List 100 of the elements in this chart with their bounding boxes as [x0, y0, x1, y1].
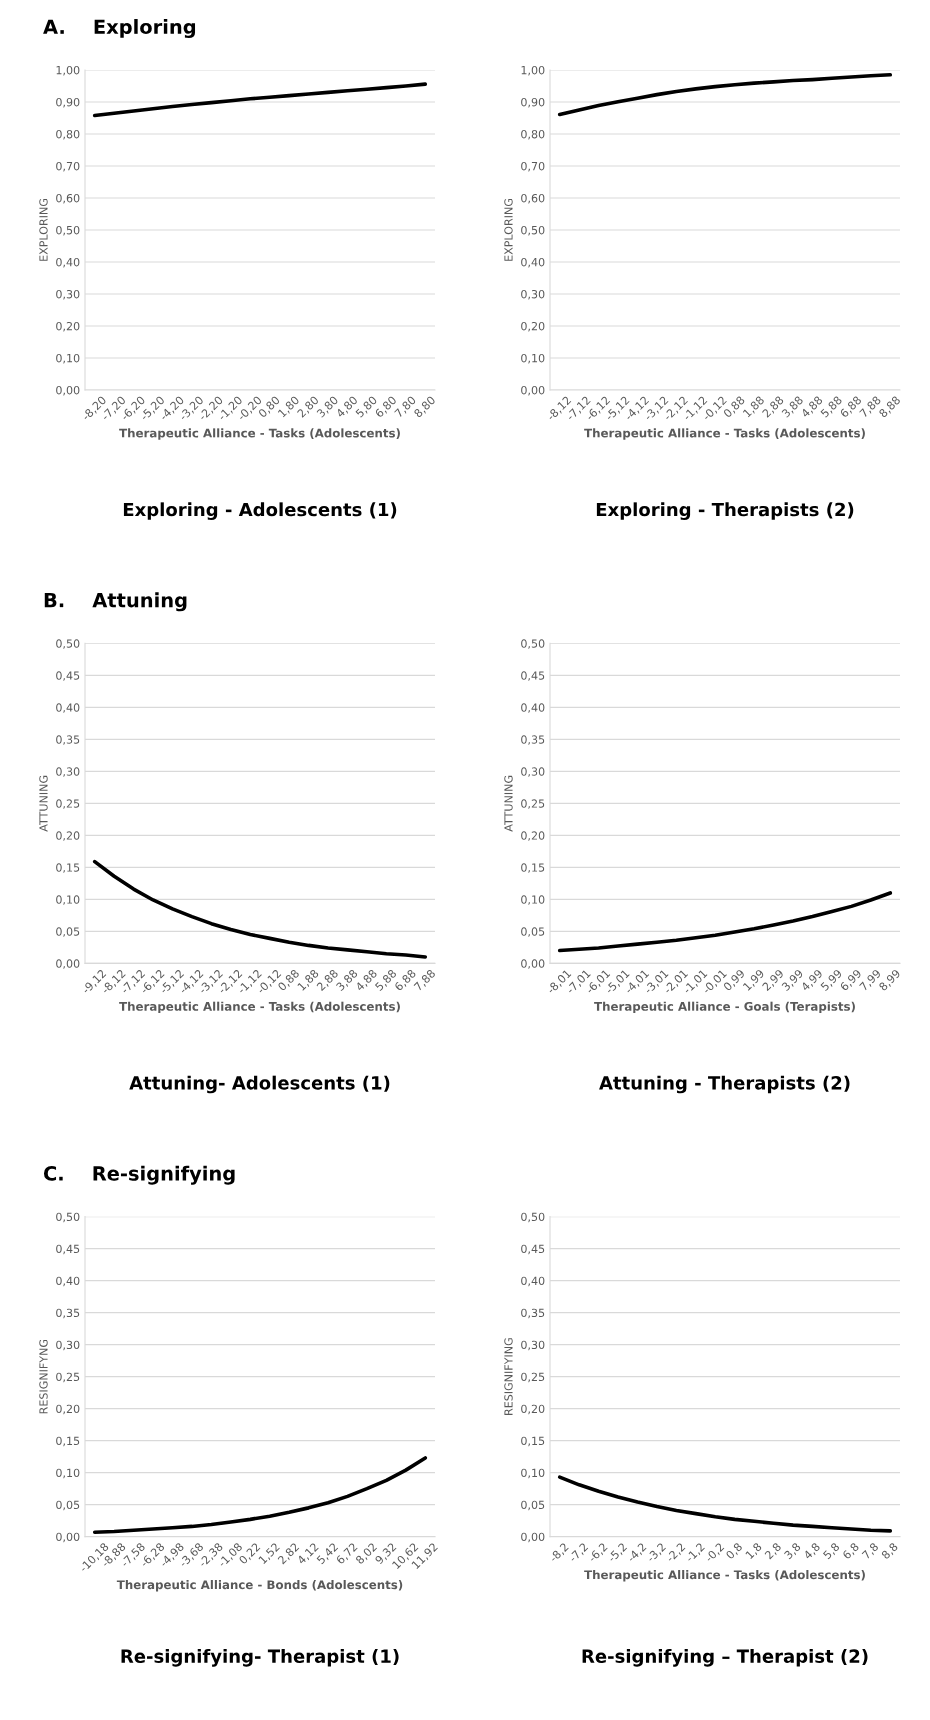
y-tick-label: 0,00	[56, 385, 80, 396]
y-tick-label: 0,80	[521, 129, 545, 140]
text: Re-signifying- Therapist (1)	[121, 1649, 399, 1667]
x-axis-title: Therapeutic Alliance - Goals (Terapists)	[594, 1001, 855, 1014]
x-tick-label: 6,8	[842, 1542, 861, 1561]
text: Attuning - Therapists (2)	[599, 1075, 850, 1094]
y-tick-label: 0,25	[56, 1372, 80, 1383]
line-series	[557, 1475, 893, 1533]
y-tick-label: 0,40	[56, 703, 80, 713]
y-tick-label: 0,25	[521, 799, 545, 809]
y-tick-label: 0,05	[56, 927, 80, 937]
y-tick-label: 0,20	[56, 831, 80, 841]
text: A. Exploring	[43, 19, 196, 38]
line-series	[92, 1456, 428, 1534]
x-tick-label: -8,2	[548, 1542, 570, 1564]
text: Exploring - Adolescents (1)	[123, 502, 397, 520]
y-tick-label: 0,10	[56, 353, 80, 364]
y-tick-label: 0,35	[521, 1308, 545, 1319]
y-tick-label: 0,20	[521, 321, 545, 332]
x-tick-label: 8,8	[880, 1542, 900, 1561]
line-series	[92, 859, 428, 959]
x-tick-label: -0,2	[704, 1542, 726, 1564]
y-tick-label: 0,05	[521, 1500, 545, 1511]
y-tick-label: 0,30	[521, 1340, 545, 1351]
y-tick-label: 0,45	[56, 671, 80, 681]
x-tick-label: 3,8	[783, 1542, 802, 1561]
y-tick-label: 0,00	[521, 1532, 545, 1543]
y-axis-title: RESIGNIFYNG	[39, 1339, 48, 1414]
x-axis-title: Therapeutic Alliance - Tasks (Adolescents)	[119, 1001, 400, 1014]
y-tick-label: 0,05	[56, 1500, 80, 1511]
x-axis-title: Therapeutic Alliance - Tasks (Adolescents)	[584, 428, 865, 440]
y-tick-label: 1,00	[56, 65, 80, 76]
y-tick-label: 0,45	[521, 1244, 545, 1255]
y-tick-label: 0,00	[56, 959, 80, 969]
y-tick-label: 0,10	[521, 895, 545, 905]
y-tick-label: 0,00	[521, 959, 545, 969]
y-tick-label: 0,30	[56, 767, 80, 777]
y-tick-label: 0,40	[56, 1276, 80, 1287]
y-axis-title: RESIGNIFYING	[504, 1338, 513, 1415]
y-tick-label: 0,30	[56, 1340, 80, 1351]
x-axis-title: Therapeutic Alliance - Tasks (Adolescents)	[119, 428, 400, 440]
y-tick-label: 0,45	[521, 671, 545, 681]
y-tick-label: 0,15	[521, 1436, 545, 1447]
y-tick-label: 0,30	[56, 289, 80, 300]
y-tick-label: 0,40	[521, 257, 545, 268]
x-tick-label: 0,8	[725, 1542, 744, 1561]
y-tick-label: 0,30	[521, 289, 545, 300]
y-tick-label: 0,60	[521, 193, 545, 204]
x-tick-label: -6,2	[587, 1542, 609, 1564]
y-tick-label: 0,00	[521, 385, 545, 396]
y-tick-label: 0,35	[521, 735, 545, 745]
y-tick-label: 0,15	[521, 863, 545, 873]
y-tick-label: 0,30	[521, 767, 545, 777]
y-tick-label: 0,20	[56, 1404, 80, 1415]
y-tick-label: 0,50	[56, 225, 80, 236]
y-tick-label: 0,10	[521, 1468, 545, 1479]
y-tick-label: 0,50	[521, 225, 545, 236]
x-tick-label: -4,2	[626, 1542, 648, 1564]
x-tick-label: -3,2	[646, 1542, 667, 1564]
y-tick-label: 0,80	[56, 129, 80, 140]
y-tick-label: 0,40	[521, 703, 545, 713]
y-tick-label: 0,15	[56, 863, 80, 873]
x-axis-title: Therapeutic Alliance - Bonds (Adolescents)	[116, 1580, 403, 1592]
text: Attuning- Adolescents (1)	[129, 1075, 390, 1094]
x-tick-label: 4,8	[802, 1542, 822, 1561]
text: B. Attuning	[44, 592, 187, 612]
y-tick-label: 0,50	[56, 1212, 80, 1223]
y-tick-label: 0,35	[56, 1308, 80, 1319]
text: C. Re-signifying	[43, 1165, 235, 1185]
x-tick-label: 7,8	[861, 1542, 880, 1561]
x-tick-label: -5,2	[607, 1542, 629, 1564]
y-axis-title: EXPLORING	[39, 199, 48, 261]
y-tick-label: 0,10	[56, 1468, 80, 1479]
x-tick-label: 5,8	[822, 1542, 841, 1561]
y-tick-label: 0,70	[56, 161, 80, 172]
y-tick-label: 0,20	[56, 321, 80, 332]
line-series	[557, 72, 893, 117]
y-tick-label: 0,40	[56, 257, 80, 268]
line-series	[92, 82, 428, 118]
y-tick-label: 0,70	[521, 161, 545, 172]
x-tick-label: -7,2	[568, 1542, 590, 1564]
x-tick-label: 1,8	[745, 1542, 763, 1561]
y-tick-label: 0,40	[521, 1276, 545, 1287]
x-axis-title: Therapeutic Alliance - Tasks (Adolescents)	[584, 1570, 865, 1582]
y-tick-label: 0,35	[56, 735, 80, 745]
y-tick-label: 0,05	[521, 927, 545, 937]
y-tick-label: 0,00	[56, 1532, 80, 1543]
line-series	[557, 891, 893, 953]
y-axis-title: ATTUNING	[39, 775, 48, 832]
x-tick-label: -1,2	[684, 1542, 706, 1564]
y-tick-label: 0,25	[56, 799, 80, 809]
y-tick-label: 0,50	[521, 639, 545, 649]
y-axis-title: ATTUNING	[504, 775, 513, 832]
text: Exploring - Therapists (2)	[596, 502, 854, 520]
y-tick-label: 0,90	[521, 97, 545, 108]
y-tick-label: 0,50	[521, 1212, 545, 1223]
y-tick-label: 0,20	[521, 1404, 545, 1415]
y-tick-label: 1,00	[521, 65, 545, 76]
y-tick-label: 0,50	[56, 639, 80, 649]
y-tick-label: 0,25	[521, 1372, 545, 1383]
